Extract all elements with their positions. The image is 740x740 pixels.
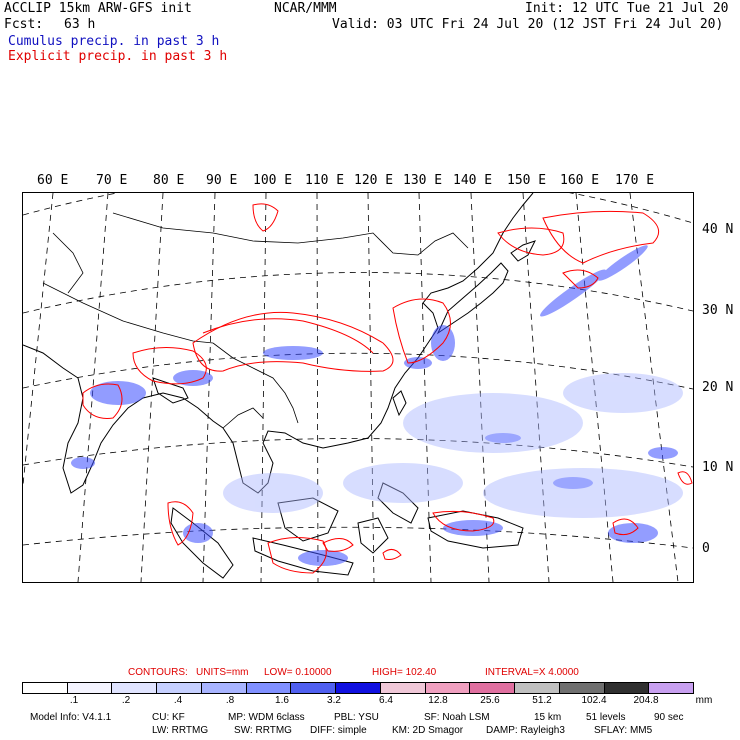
colorbar-swatch [246, 683, 292, 693]
lon-label-150e: 150 E [507, 173, 547, 188]
colorbar-label: 1.6 [275, 695, 289, 706]
longwave-scheme: LW: RRTMG [152, 725, 209, 736]
lon-label-130e: 130 E [403, 173, 443, 188]
colorbar-swatch [425, 683, 471, 693]
parallel-gridlines [22, 170, 694, 549]
lon-label-60e: 60 E [37, 173, 69, 188]
colorbar-swatch [604, 683, 650, 693]
contour-interval: INTERVAL=X 4.0000 [485, 667, 579, 678]
colorbar-label: 25.6 [480, 695, 500, 706]
colorbar-label: .4 [173, 695, 183, 706]
shortwave-scheme: SW: RRTMG [234, 725, 292, 736]
explicit-precip-contours [82, 203, 693, 574]
valid-time: Valid: 03 UTC Fri 24 Jul 20 (12 JST Fri … [332, 17, 724, 32]
time-step: 90 sec [654, 712, 684, 723]
lat-label-30n: 30 N [702, 303, 734, 318]
cumulus-light-shading [223, 373, 683, 518]
lon-label-80e: 80 E [153, 173, 185, 188]
forecast-label: Fcst: [4, 17, 44, 32]
legend-explicit: Explicit precip. in past 3 h [8, 49, 228, 64]
colorbar-label: .8 [225, 695, 235, 706]
contour-low: LOW= 0.10000 [264, 667, 332, 678]
contour-units: UNITS=mm [196, 667, 249, 678]
lat-label-20n: 20 N [702, 380, 734, 395]
colorbar-swatch [380, 683, 426, 693]
colorbar-swatch [649, 683, 694, 693]
colorbar-swatch [291, 683, 337, 693]
borders [42, 212, 469, 429]
legend-cumulus: Cumulus precip. in past 3 h [8, 34, 220, 49]
lat-label-0: 0 [702, 541, 710, 556]
colorbar-unit: mm [695, 695, 713, 706]
precip-colorbar [22, 682, 694, 694]
model-title: ACCLIP 15km ARW-GFS init [4, 1, 192, 16]
precip-map-panel [12, 170, 694, 583]
colorbar-swatch [201, 683, 247, 693]
colorbar-swatch [112, 683, 158, 693]
colorbar-label: 12.8 [428, 695, 448, 706]
colorbar-swatch [470, 683, 516, 693]
contour-label: CONTOURS: [128, 667, 188, 678]
colorbar-label: .1 [69, 695, 79, 706]
colorbar-swatch [67, 683, 113, 693]
model-version: Model Info: V4.1.1 [30, 712, 112, 723]
lon-label-140e: 140 E [453, 173, 493, 188]
contour-high: HIGH= 102.40 [372, 667, 437, 678]
diffusion-option: DIFF: simple [310, 725, 367, 736]
meridian-gridlines [12, 192, 679, 583]
lon-label-120e: 120 E [354, 173, 394, 188]
vertical-levels: 51 levels [586, 712, 626, 723]
colorbar-swatch [157, 683, 202, 693]
colorbar-label: 51.2 [532, 695, 552, 706]
forecast-hour: 63 h [64, 17, 96, 32]
colorbar-swatch [23, 683, 68, 693]
lon-label-110e: 110 E [305, 173, 345, 188]
lon-label-170e: 170 E [615, 173, 655, 188]
init-time: Init: 12 UTC Tue 21 Jul 20 [525, 1, 729, 16]
lat-label-40n: 40 N [702, 222, 734, 237]
lon-label-160e: 160 E [560, 173, 600, 188]
colorbar-swatch [336, 683, 381, 693]
colorbar-label: 3.2 [327, 695, 341, 706]
damping-option: DAMP: Rayleigh3 [486, 725, 565, 736]
lon-label-90e: 90 E [206, 173, 238, 188]
lon-label-100e: 100 E [253, 173, 293, 188]
colorbar-label: 204.8 [633, 695, 659, 706]
colorbar-label: 102.4 [581, 695, 607, 706]
grid-spacing: 15 km [534, 712, 562, 723]
lat-label-10n: 10 N [702, 460, 734, 475]
colorbar-swatch [515, 683, 560, 693]
colorbar-swatch [559, 683, 605, 693]
pbl-scheme: PBL: YSU [334, 712, 379, 723]
colorbar-label: 6.4 [379, 695, 393, 706]
precip-map [12, 170, 694, 583]
colorbar-label: .2 [121, 695, 131, 706]
surface-layer-option: SFLAY: MM5 [594, 725, 653, 736]
eddy-coefficient-option: KM: 2D Smagor [392, 725, 464, 736]
cumulus-scheme: CU: KF [152, 712, 185, 723]
microphysics-scheme: MP: WDM 6class [228, 712, 305, 723]
lon-label-70e: 70 E [96, 173, 128, 188]
organization-label: NCAR/MMM [274, 1, 337, 16]
surface-scheme: SF: Noah LSM [424, 712, 490, 723]
